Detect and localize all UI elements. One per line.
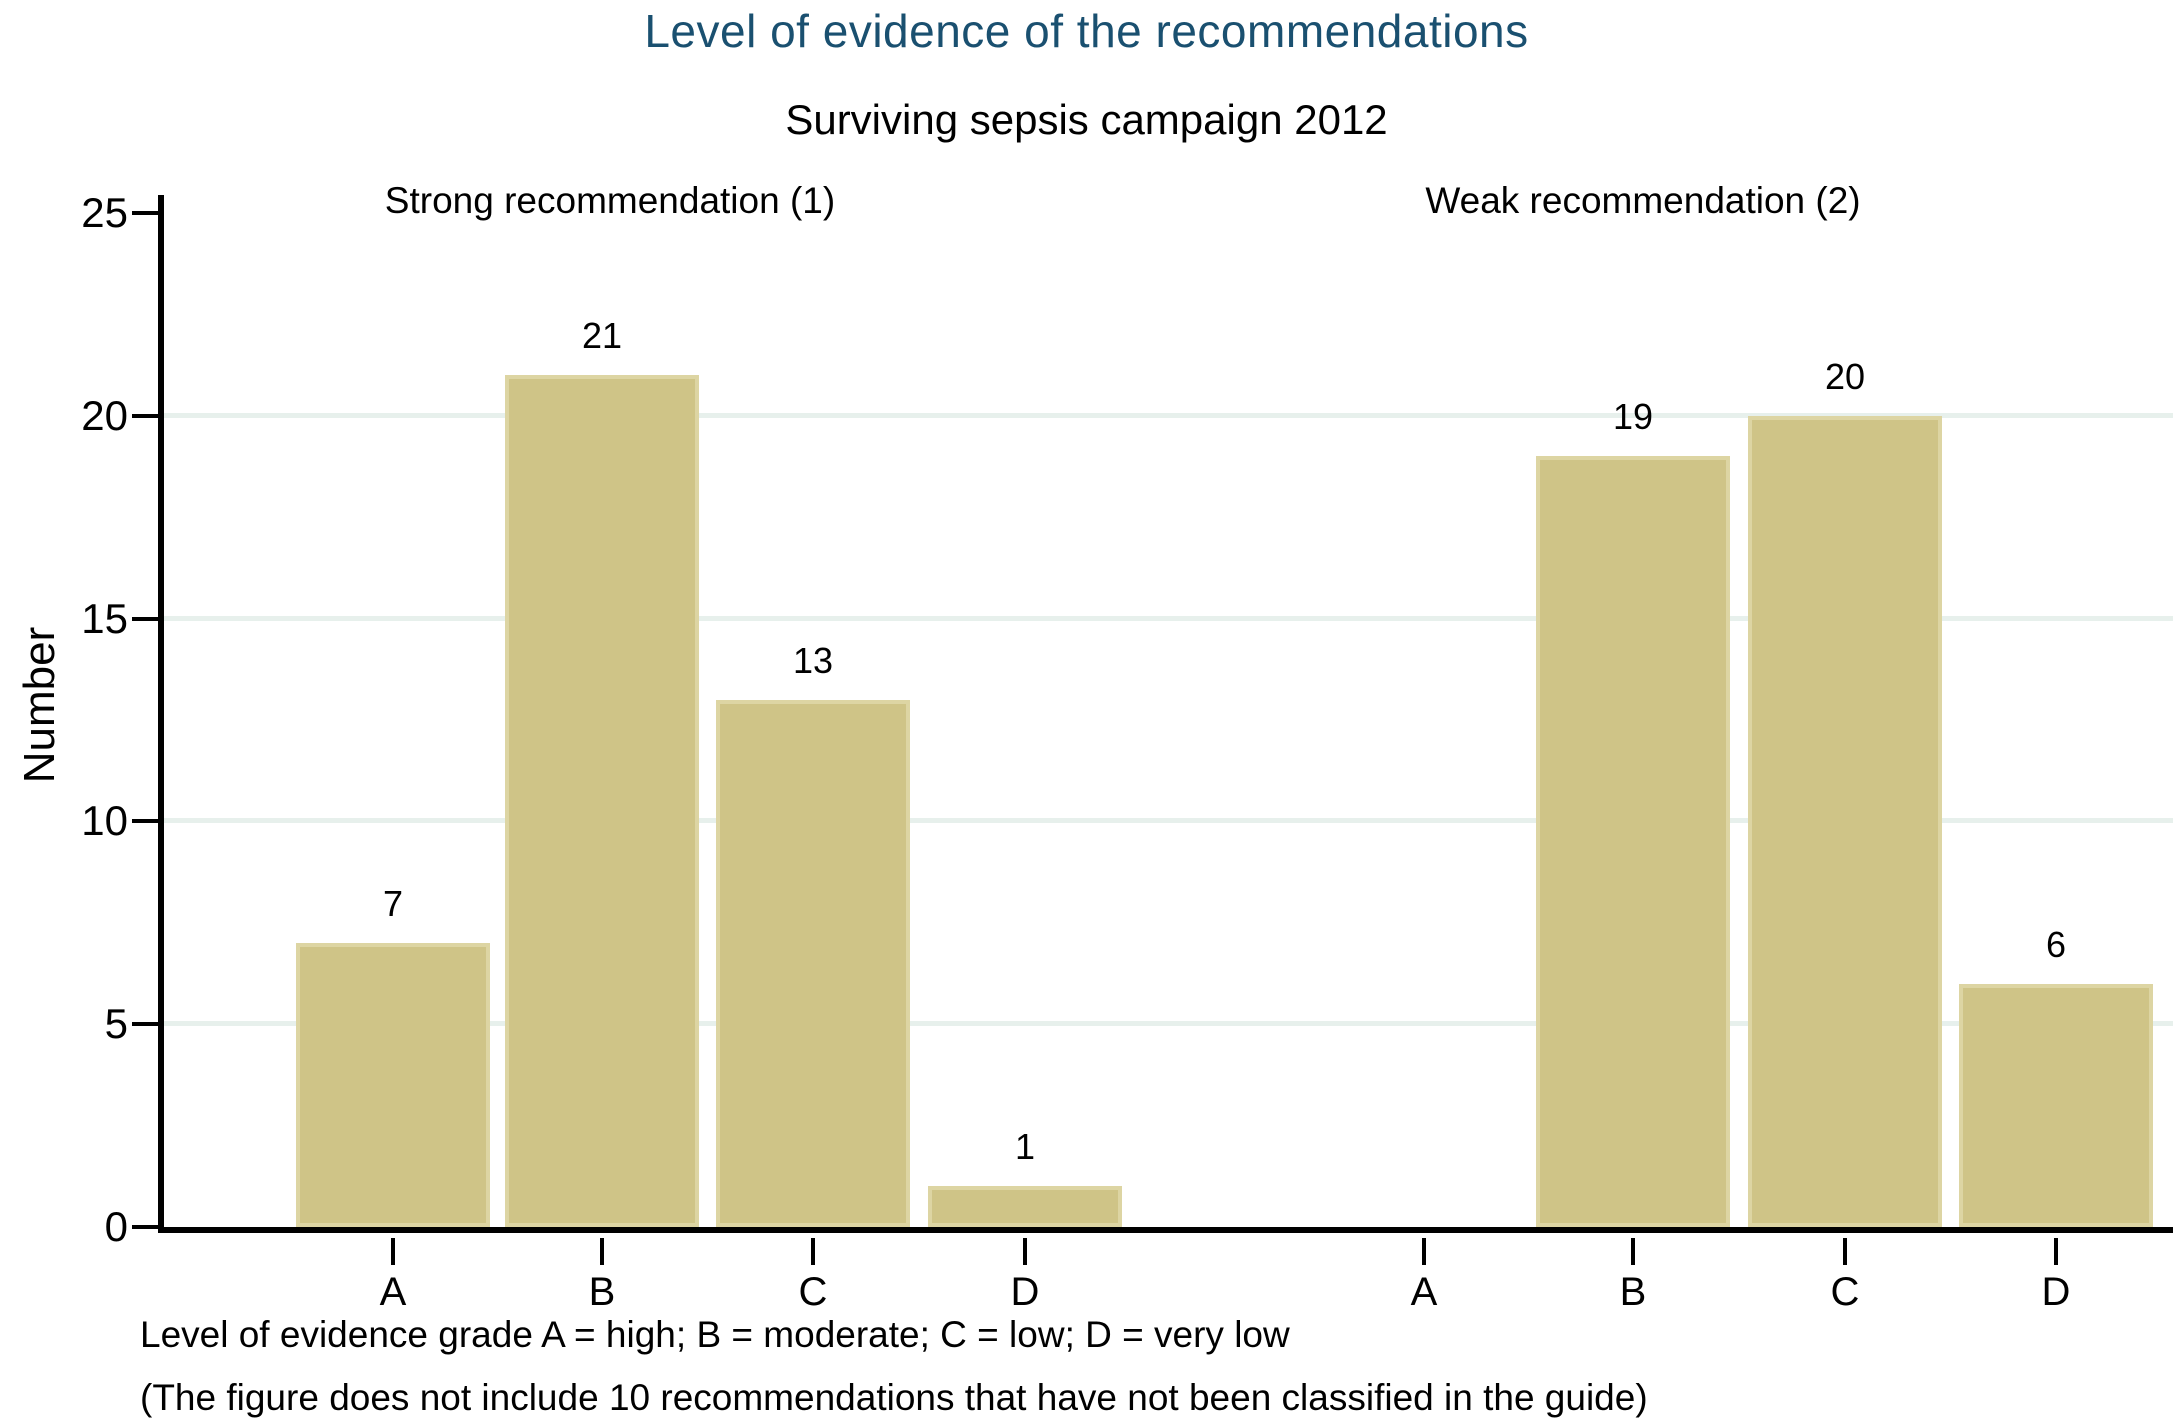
bar-weak-D [1959, 984, 2153, 1227]
x-tick-strong-C [811, 1238, 815, 1265]
footnote-evidence-grades: Level of evidence grade A = high; B = mo… [140, 1314, 1290, 1355]
bar-strong-A [296, 943, 490, 1227]
chart-title: Level of evidence of the recommendations [644, 5, 1529, 57]
chart-subtitle: Surviving sepsis campaign 2012 [785, 96, 1388, 143]
plot-area: 7 21 13 1 19 20 6 [158, 195, 2173, 1233]
x-tick-label-weak-A: A [1410, 1270, 1438, 1314]
y-tick-label-25: 25 [81, 189, 128, 236]
x-tick-label-strong-A: A [379, 1270, 407, 1314]
x-tick-strong-B [600, 1238, 604, 1265]
x-tick-label-weak-B: B [1619, 1270, 1647, 1314]
gridline-y-15 [164, 615, 2173, 621]
bar-value-weak-B: 19 [1612, 396, 1654, 437]
y-tick-label-10: 10 [81, 797, 128, 845]
x-tick-weak-D [2054, 1238, 2058, 1265]
footnote-exclusion: (The figure does not include 10 recommen… [140, 1377, 1648, 1418]
y-axis-label: Number [15, 626, 64, 784]
gridline-y-10 [164, 818, 2173, 824]
bar-value-strong-B: 21 [581, 315, 623, 356]
bar-value-strong-C: 13 [792, 640, 834, 681]
y-tick-label-5: 5 [104, 1000, 128, 1048]
bar-strong-B [505, 375, 699, 1227]
bar-value-strong-A: 7 [382, 883, 404, 924]
bar-value-strong-D: 1 [1014, 1126, 1036, 1167]
x-tick-weak-B [1631, 1238, 1635, 1265]
x-tick-label-strong-C: C [798, 1270, 828, 1314]
group-label-weak: Weak recommendation (2) [1425, 180, 1861, 221]
group-label-strong: Strong recommendation (1) [384, 180, 836, 221]
y-tick-0 [132, 1225, 158, 1229]
x-tick-label-strong-B: B [588, 1270, 616, 1314]
gridline-y-20 [164, 412, 2173, 418]
y-tick-5 [132, 1022, 158, 1027]
bar-value-weak-C: 20 [1824, 356, 1866, 397]
y-tick-15 [132, 616, 158, 621]
y-tick-10 [132, 819, 158, 824]
x-tick-label-strong-D: D [1010, 1270, 1040, 1314]
bar-weak-C [1748, 416, 1942, 1227]
x-tick-strong-A [391, 1238, 395, 1265]
bar-weak-B [1536, 456, 1730, 1227]
x-tick-strong-D [1023, 1238, 1027, 1265]
bar-strong-C [716, 700, 910, 1227]
y-tick-label-20: 20 [81, 391, 128, 439]
x-tick-label-weak-D: D [2041, 1270, 2071, 1314]
y-tick-25 [132, 211, 158, 215]
bar-strong-D [928, 1186, 1122, 1227]
y-tick-label-15: 15 [81, 594, 128, 642]
x-tick-label-weak-C: C [1830, 1270, 1860, 1314]
gridline-y-5 [164, 1021, 2173, 1027]
y-tick-label-0: 0 [104, 1203, 128, 1250]
x-tick-weak-A [1422, 1238, 1426, 1265]
x-tick-weak-C [1843, 1238, 1847, 1265]
y-tick-20 [132, 413, 158, 418]
bar-value-weak-D: 6 [2045, 924, 2067, 965]
